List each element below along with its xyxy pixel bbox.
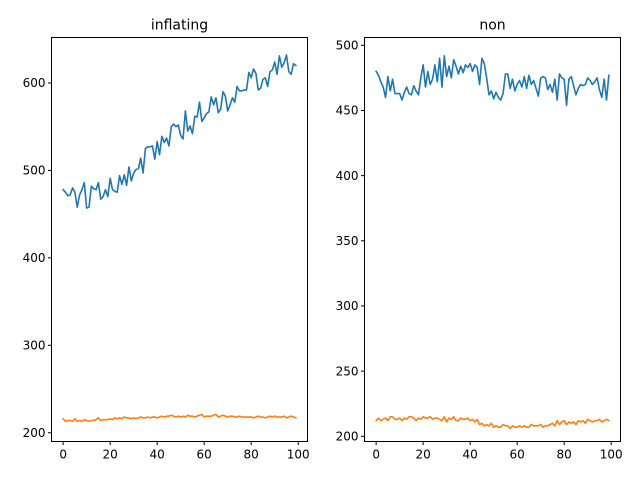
y-tick-label: 300 <box>336 299 359 313</box>
y-tick-label: 400 <box>23 251 46 265</box>
series-line-1 <box>375 54 610 107</box>
series-line-2 <box>62 413 297 423</box>
x-tick-label: 100 <box>600 448 623 462</box>
y-tick-label: 400 <box>336 169 359 183</box>
series-line-2 <box>375 415 610 430</box>
subplot-2: non 0 20 40 60 80 100 200 250 300 350 400 450 500 <box>336 18 623 462</box>
x-tick-label: 60 <box>510 448 525 462</box>
x-tick-label: 20 <box>416 448 431 462</box>
x-tick-label: 40 <box>463 448 478 462</box>
y-tick-label: 500 <box>23 164 46 178</box>
y-tick-label: 200 <box>23 426 46 440</box>
x-tick-label: 80 <box>244 448 259 462</box>
series-line-1 <box>62 54 297 209</box>
y-tick-label: 250 <box>336 364 359 378</box>
x-tick-label: 20 <box>103 448 118 462</box>
plot-frame <box>364 37 621 442</box>
subplot-1: inflating 0 20 40 60 80 100 200 300 400 500 600 <box>23 18 310 462</box>
x-tick-label: 60 <box>197 448 212 462</box>
x-tick-label: 0 <box>59 448 67 462</box>
plot-frame <box>51 37 308 442</box>
y-tick-label: 500 <box>336 39 359 53</box>
chart-title: non <box>479 18 505 34</box>
y-tick-label: 450 <box>336 104 359 118</box>
y-tick-label: 350 <box>336 234 359 248</box>
x-tick-label: 80 <box>557 448 572 462</box>
y-tick-label: 200 <box>336 429 359 443</box>
x-tick-label: 100 <box>287 448 310 462</box>
y-tick-label: 300 <box>23 339 46 353</box>
x-tick-label: 40 <box>150 448 165 462</box>
chart-title: inflating <box>151 18 208 34</box>
y-tick-label: 600 <box>23 76 46 90</box>
x-tick-label: 0 <box>372 448 380 462</box>
